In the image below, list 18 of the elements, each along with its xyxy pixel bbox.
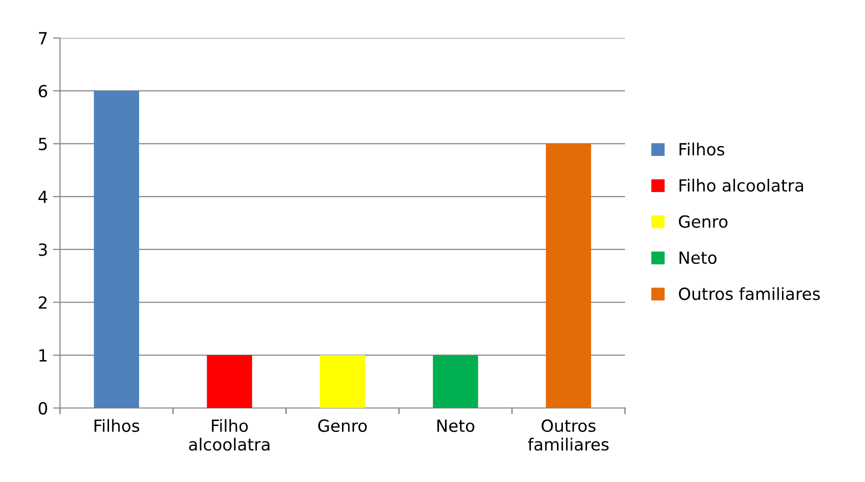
x-tick-label: Outros familiares xyxy=(528,419,609,451)
legend-label: Filho alcoolatra xyxy=(680,178,803,192)
y-tick-label: 7 xyxy=(38,32,47,44)
legend-label: Outros familiares xyxy=(678,287,820,300)
y-tick-label: 6 xyxy=(38,84,48,98)
legend-label: Genro xyxy=(678,215,728,228)
x-tick-label: Filhos xyxy=(94,419,140,432)
x-tick-label: Filho alcoolatra xyxy=(189,419,270,451)
y-tick-label: 3 xyxy=(38,243,47,256)
legend-label: Neto xyxy=(680,252,717,264)
y-tick-label: 5 xyxy=(38,138,47,150)
y-tick-label: 2 xyxy=(38,296,47,309)
x-tick-label: Neto xyxy=(437,420,474,432)
legend-label: Filhos xyxy=(680,142,724,156)
y-tick-label: 1 xyxy=(39,349,47,362)
y-tick-label: 4 xyxy=(38,190,48,203)
x-tick-label: Genro xyxy=(318,419,367,432)
y-tick-label: 0 xyxy=(38,402,48,415)
